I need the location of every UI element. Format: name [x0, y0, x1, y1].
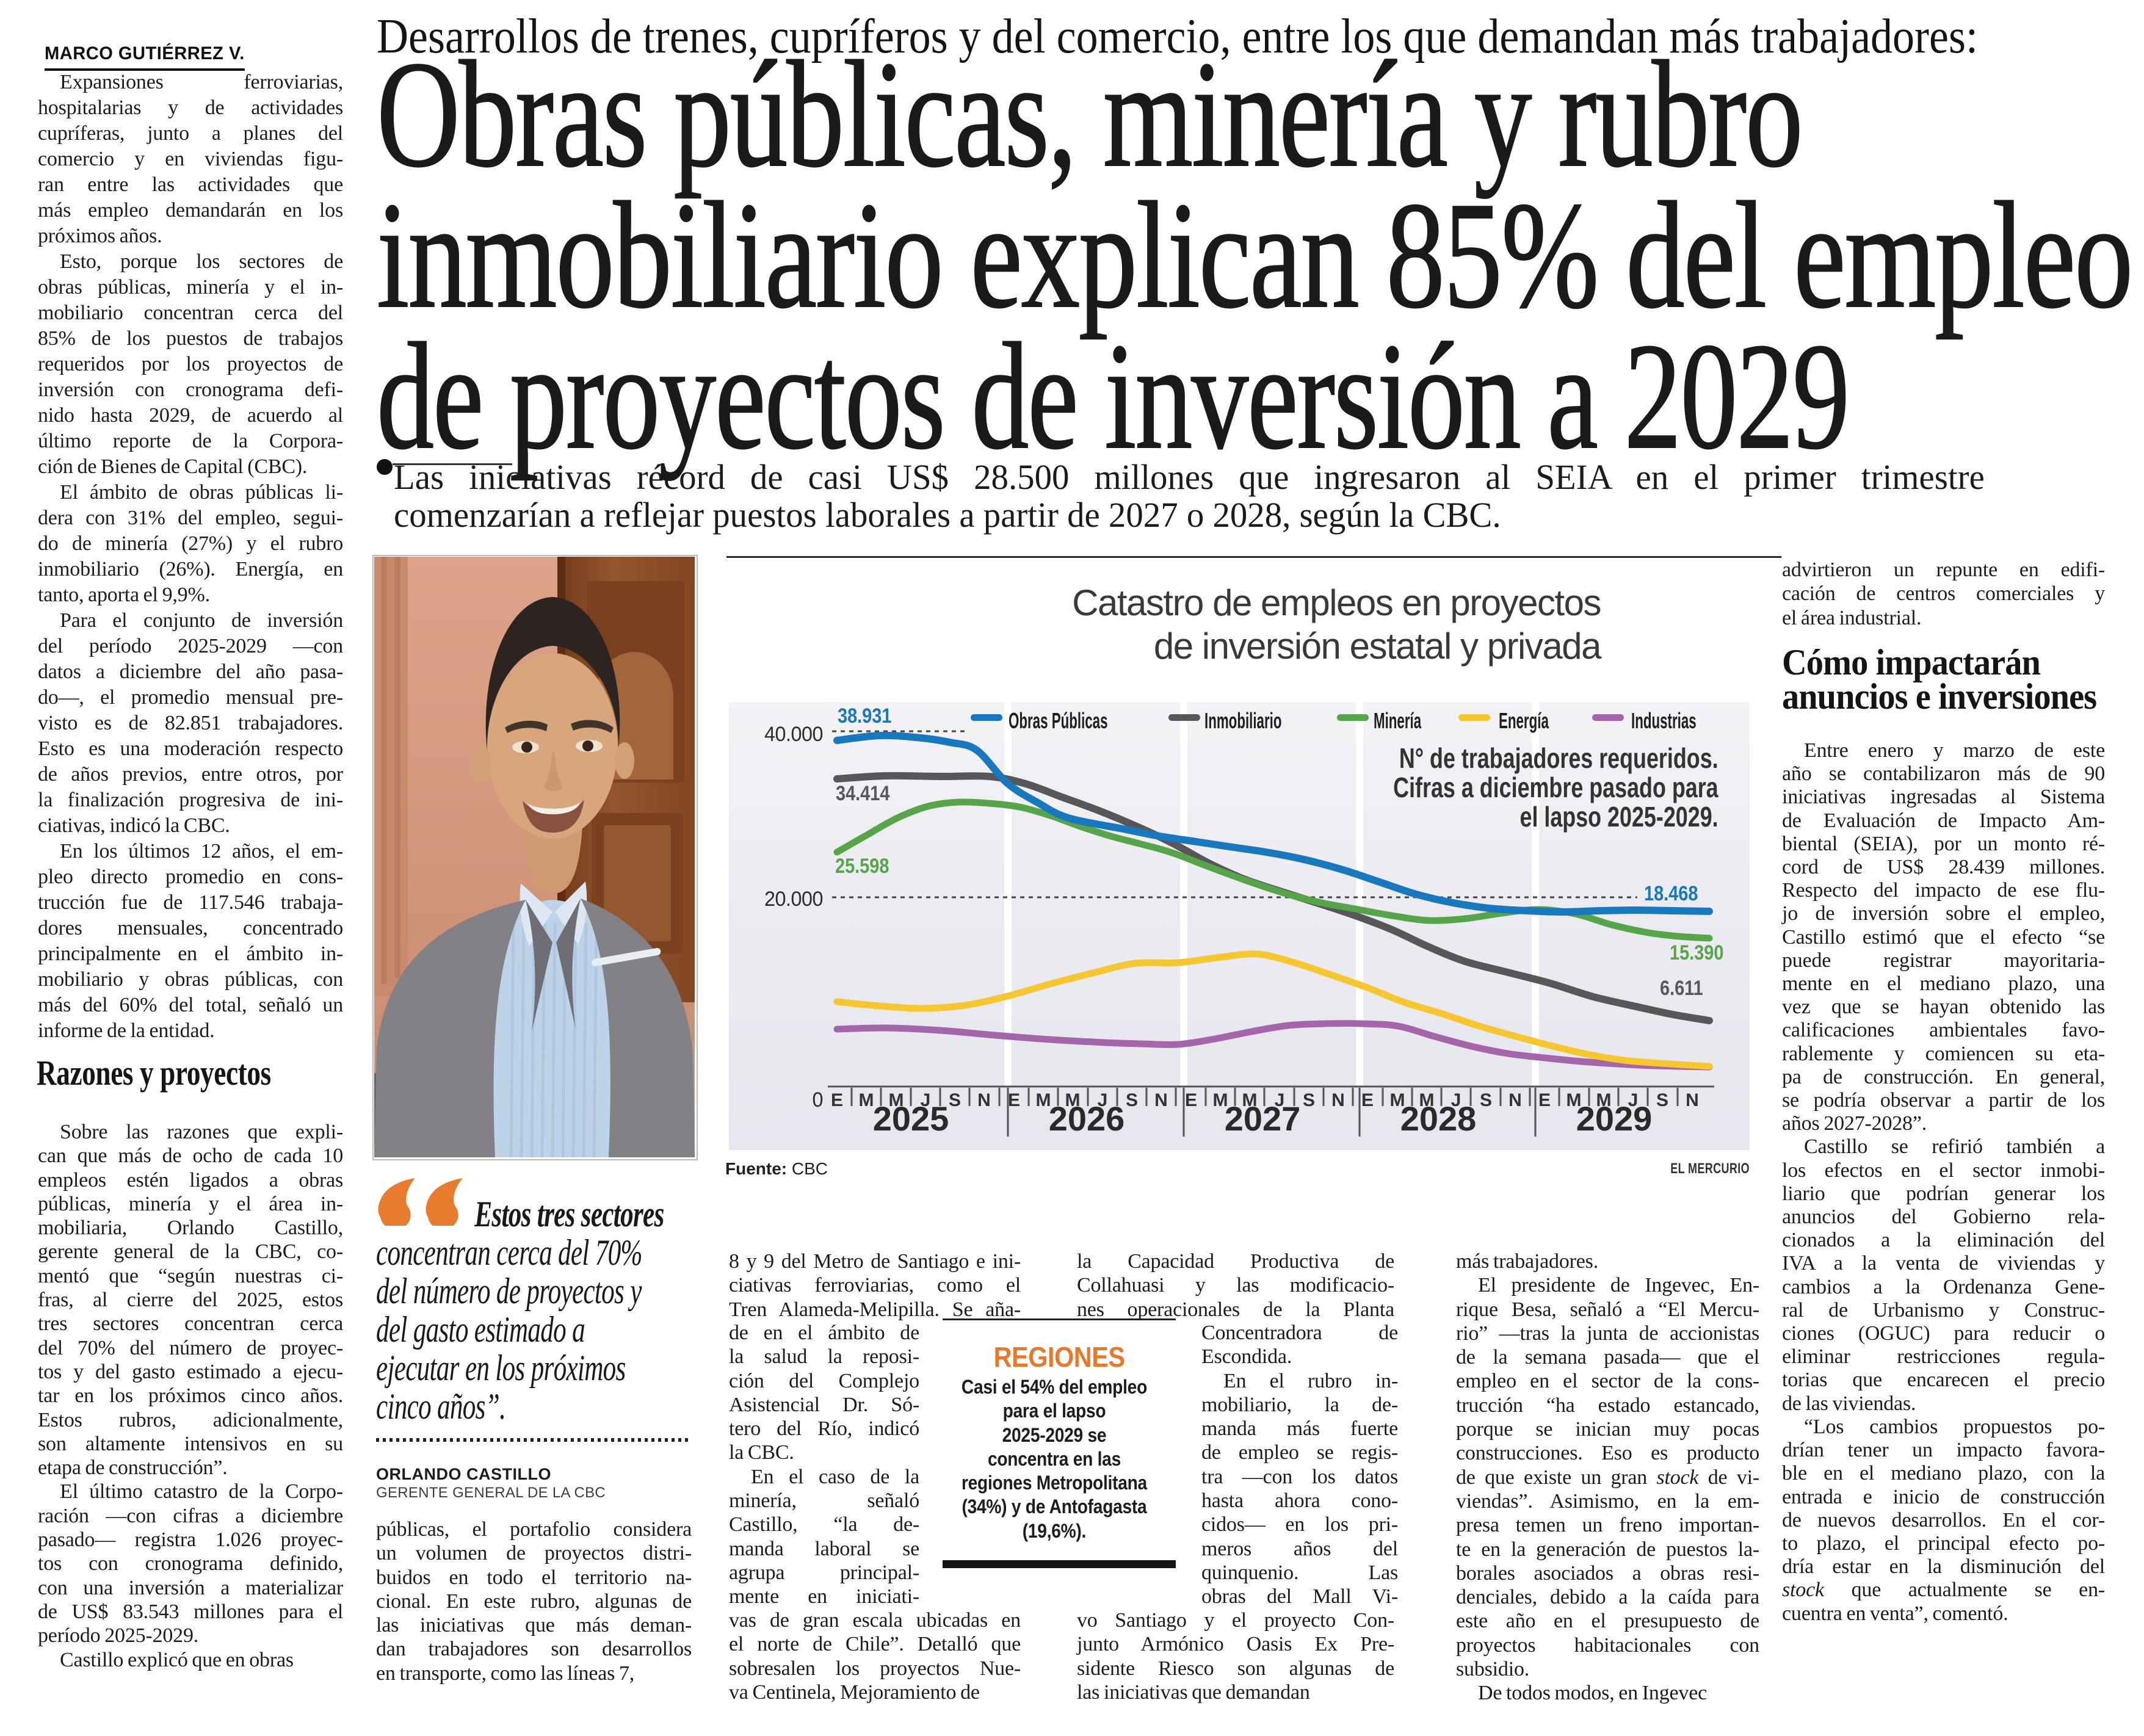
- svg-text:J: J: [921, 1090, 931, 1110]
- svg-text:M: M: [1065, 1090, 1081, 1110]
- svg-text:J: J: [1098, 1090, 1108, 1110]
- svg-text:N: N: [1686, 1090, 1699, 1110]
- svg-text:2028: 2028: [1400, 1099, 1477, 1138]
- svg-text:E: E: [1008, 1090, 1020, 1110]
- svg-text:E: E: [1538, 1090, 1551, 1110]
- svg-text:J: J: [1451, 1090, 1461, 1110]
- svg-text:E: E: [1185, 1090, 1197, 1110]
- svg-text:M: M: [1419, 1090, 1435, 1110]
- svg-text:M: M: [859, 1090, 874, 1110]
- svg-text:E: E: [1361, 1090, 1374, 1110]
- svg-text:E: E: [831, 1090, 843, 1110]
- svg-text:S: S: [949, 1090, 961, 1110]
- svg-text:M: M: [1242, 1090, 1258, 1110]
- svg-text:J: J: [1628, 1090, 1639, 1110]
- svg-text:2025: 2025: [873, 1099, 949, 1138]
- svg-text:M: M: [1390, 1090, 1405, 1110]
- svg-text:N: N: [1331, 1090, 1345, 1110]
- svg-text:M: M: [1566, 1090, 1582, 1110]
- svg-text:S: S: [1303, 1090, 1315, 1110]
- svg-text:J: J: [1275, 1090, 1285, 1110]
- svg-text:M: M: [1036, 1090, 1051, 1110]
- svg-text:M: M: [1213, 1090, 1228, 1110]
- svg-text:N: N: [1508, 1090, 1522, 1110]
- svg-text:2026: 2026: [1049, 1099, 1125, 1138]
- svg-text:M: M: [1596, 1090, 1612, 1110]
- svg-text:2029: 2029: [1576, 1099, 1653, 1138]
- svg-text:N: N: [977, 1090, 991, 1110]
- svg-text:S: S: [1656, 1090, 1668, 1110]
- svg-text:N: N: [1154, 1090, 1168, 1110]
- svg-text:S: S: [1480, 1090, 1492, 1110]
- svg-text:S: S: [1126, 1090, 1138, 1110]
- svg-text:2027: 2027: [1225, 1099, 1301, 1138]
- svg-text:M: M: [889, 1090, 904, 1110]
